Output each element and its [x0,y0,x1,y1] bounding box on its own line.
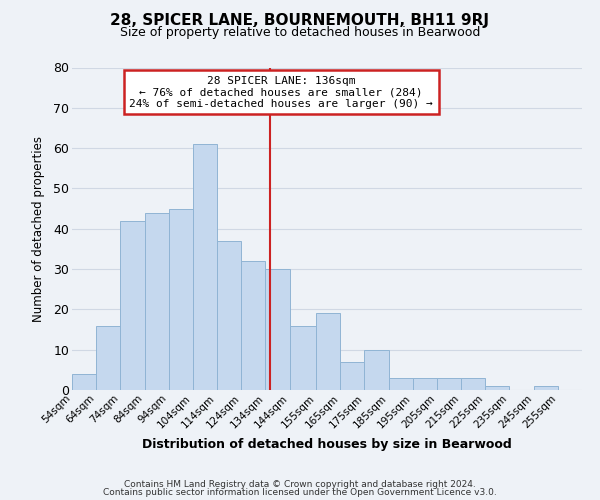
Text: Size of property relative to detached houses in Bearwood: Size of property relative to detached ho… [120,26,480,39]
Bar [461,378,485,390]
Bar [241,261,265,390]
Bar [364,350,389,390]
Bar [145,212,169,390]
X-axis label: Distribution of detached houses by size in Bearwood: Distribution of detached houses by size … [142,438,512,451]
Bar [485,386,509,390]
Bar [340,362,364,390]
Bar [121,220,145,390]
Text: 28, SPICER LANE, BOURNEMOUTH, BH11 9RJ: 28, SPICER LANE, BOURNEMOUTH, BH11 9RJ [110,12,490,28]
Bar [96,326,121,390]
Bar [169,208,193,390]
Y-axis label: Number of detached properties: Number of detached properties [32,136,45,322]
Bar [193,144,217,390]
Bar [316,314,340,390]
Text: Contains public sector information licensed under the Open Government Licence v3: Contains public sector information licen… [103,488,497,497]
Bar [217,241,241,390]
Bar [72,374,96,390]
Bar [265,269,290,390]
Bar [437,378,461,390]
Bar [533,386,558,390]
Bar [290,326,316,390]
Bar [389,378,413,390]
Bar [413,378,437,390]
Text: 28 SPICER LANE: 136sqm
← 76% of detached houses are smaller (284)
24% of semi-de: 28 SPICER LANE: 136sqm ← 76% of detached… [129,76,433,109]
Text: Contains HM Land Registry data © Crown copyright and database right 2024.: Contains HM Land Registry data © Crown c… [124,480,476,489]
